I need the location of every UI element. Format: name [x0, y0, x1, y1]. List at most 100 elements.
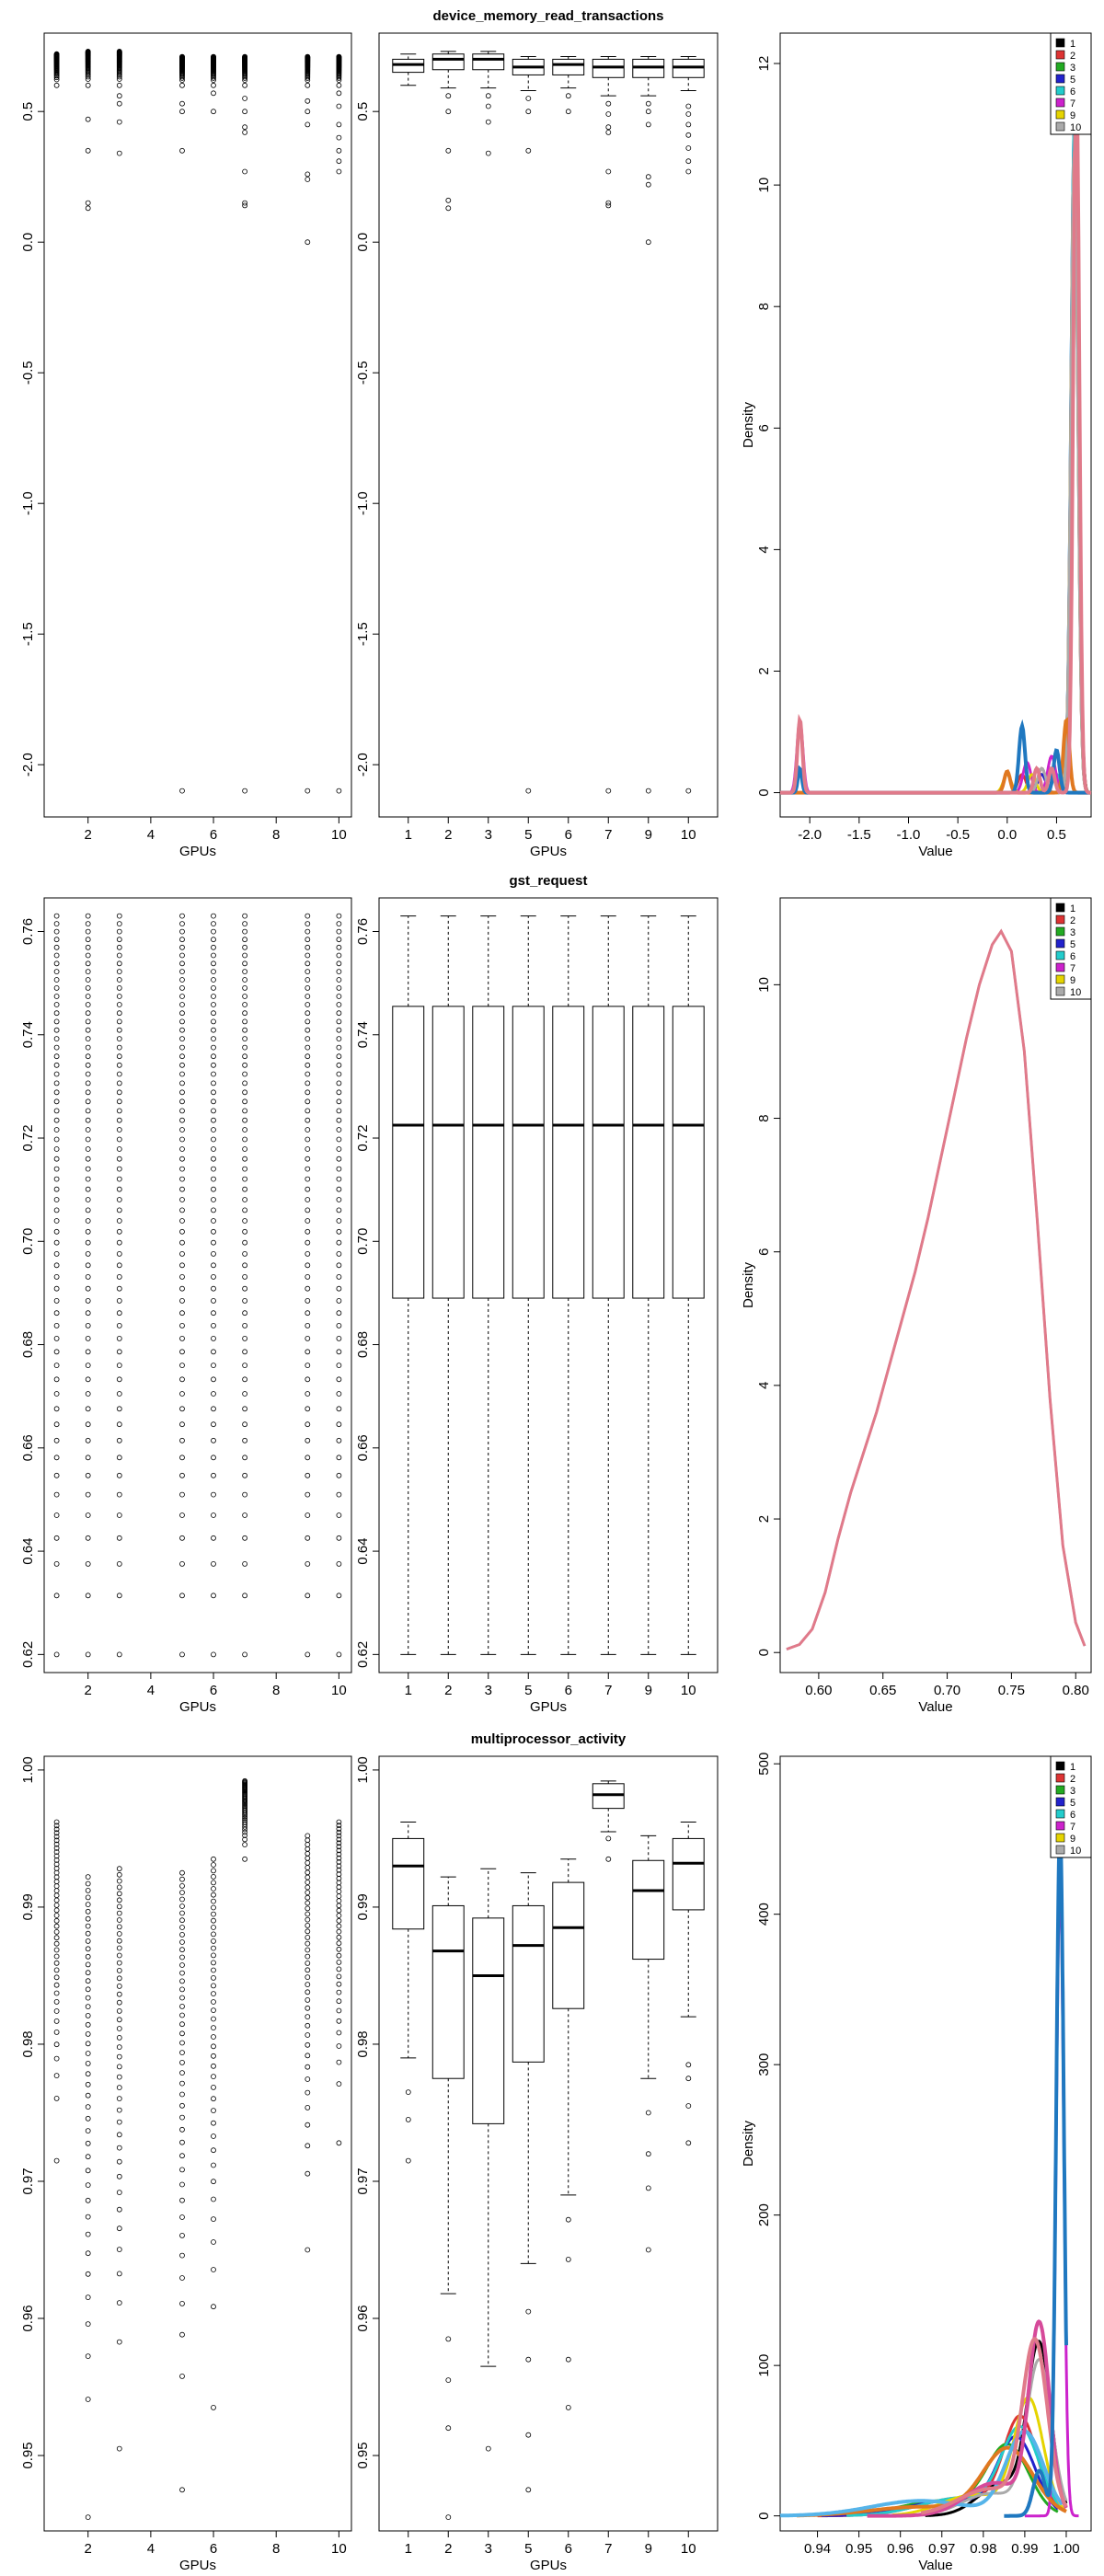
data-point [211, 1999, 216, 2005]
plot-frame [779, 897, 1092, 1673]
data-point [211, 1251, 216, 1257]
x-tick-label: 9 [645, 1683, 652, 1698]
data-point [336, 1917, 342, 1924]
data-point [645, 788, 651, 794]
data-point [305, 1323, 311, 1328]
data-point [525, 109, 532, 115]
data-point [305, 1869, 311, 1876]
data-point [336, 1108, 342, 1114]
data-point [305, 1098, 311, 1105]
data-point [85, 1874, 91, 1880]
legend-label: 7 [1070, 963, 1075, 974]
data-point [116, 1027, 122, 1033]
y-tick-label: 0.64 [355, 1537, 371, 1564]
data-point [53, 1098, 60, 1105]
data-point [242, 202, 248, 209]
data-point [211, 1310, 216, 1317]
y-tick-label: 0.95 [20, 2442, 36, 2468]
data-point [211, 1960, 216, 1966]
data-point [336, 1406, 342, 1412]
data-point [445, 2377, 452, 2384]
data-point [336, 1826, 342, 1832]
data-point [211, 2096, 216, 2102]
data-point [685, 2140, 692, 2146]
data-point [53, 1928, 60, 1935]
y-tick-label: 0.98 [355, 2030, 371, 2057]
data-point [116, 1455, 122, 1461]
data-point [116, 977, 122, 983]
density-curve [1004, 1831, 1068, 2518]
data-point [336, 158, 342, 165]
data-point [53, 1967, 60, 1973]
data-point [685, 132, 692, 138]
data-point [211, 1176, 216, 1182]
data-point [53, 1080, 60, 1087]
device-memory-read-transactions-points-plot: -2.0 -1.5 -1.0 -0.5 0.0 0.5 2 4 6 8 10 GPUs [20, 32, 352, 859]
data-point [179, 1186, 185, 1192]
data-point [305, 1421, 311, 1428]
data-point [336, 1903, 342, 1909]
data-point [179, 944, 185, 950]
legend-label: 6 [1070, 1810, 1075, 1821]
data-point [305, 2005, 311, 2011]
data-point [211, 1904, 216, 1911]
data-point [305, 1285, 311, 1292]
data-point [305, 1850, 311, 1857]
data-point [445, 147, 452, 154]
data-point [305, 1512, 311, 1518]
legend-label: 9 [1070, 110, 1075, 121]
data-point [242, 1808, 248, 1813]
data-point [53, 1421, 60, 1428]
data-point [116, 1391, 122, 1397]
data-point [242, 977, 248, 983]
data-point [605, 111, 612, 117]
legend-swatch [1055, 1773, 1065, 1783]
data-point [305, 1298, 311, 1304]
data-point [53, 960, 60, 967]
data-point [53, 994, 60, 999]
data-point [116, 921, 122, 926]
data-point [53, 1953, 60, 1960]
legend-swatch [1055, 974, 1065, 984]
data-point [116, 1991, 122, 1997]
data-point [211, 1186, 216, 1192]
box-body [431, 1904, 465, 2079]
data-point [116, 1512, 122, 1518]
y-tick-label: 0 [756, 2512, 772, 2519]
data-point [116, 1931, 122, 1937]
data-point [305, 1535, 311, 1541]
data-point [85, 1894, 91, 1901]
data-point [305, 1176, 311, 1182]
x-tick-label: 10 [331, 2541, 347, 2557]
data-point [305, 1053, 311, 1060]
legend-swatch [1055, 962, 1065, 972]
data-point [305, 1336, 311, 1341]
data-point [242, 1285, 248, 1292]
data-point [211, 1856, 216, 1862]
data-point [53, 928, 60, 935]
data-point [336, 1512, 342, 1518]
x-tick-label: 6 [210, 827, 217, 843]
data-point [85, 1071, 91, 1077]
data-point [242, 1829, 248, 1835]
data-point [336, 1472, 342, 1478]
data-point [565, 2256, 571, 2262]
data-point [85, 1902, 91, 1908]
y-tick-label: 4 [756, 546, 772, 553]
y-tick-label: 0.68 [20, 1331, 36, 1358]
data-point [242, 937, 248, 943]
data-point [211, 1880, 216, 1886]
data-point [116, 1903, 122, 1910]
x-tick-label: 5 [524, 2541, 532, 2557]
data-point [211, 2147, 216, 2154]
device-memory-read-transactions-boxplot: device_memory_read_transactions -2.0 -1.5 -… [355, 8, 719, 859]
data-point [242, 1274, 248, 1280]
x-tick-label: 4 [147, 827, 155, 843]
data-point [85, 1421, 91, 1428]
data-point [305, 2041, 311, 2048]
data-point [85, 1970, 91, 1976]
data-point [242, 1593, 248, 1599]
data-point [85, 1089, 91, 1096]
data-point [211, 1062, 216, 1068]
data-point [179, 53, 185, 60]
